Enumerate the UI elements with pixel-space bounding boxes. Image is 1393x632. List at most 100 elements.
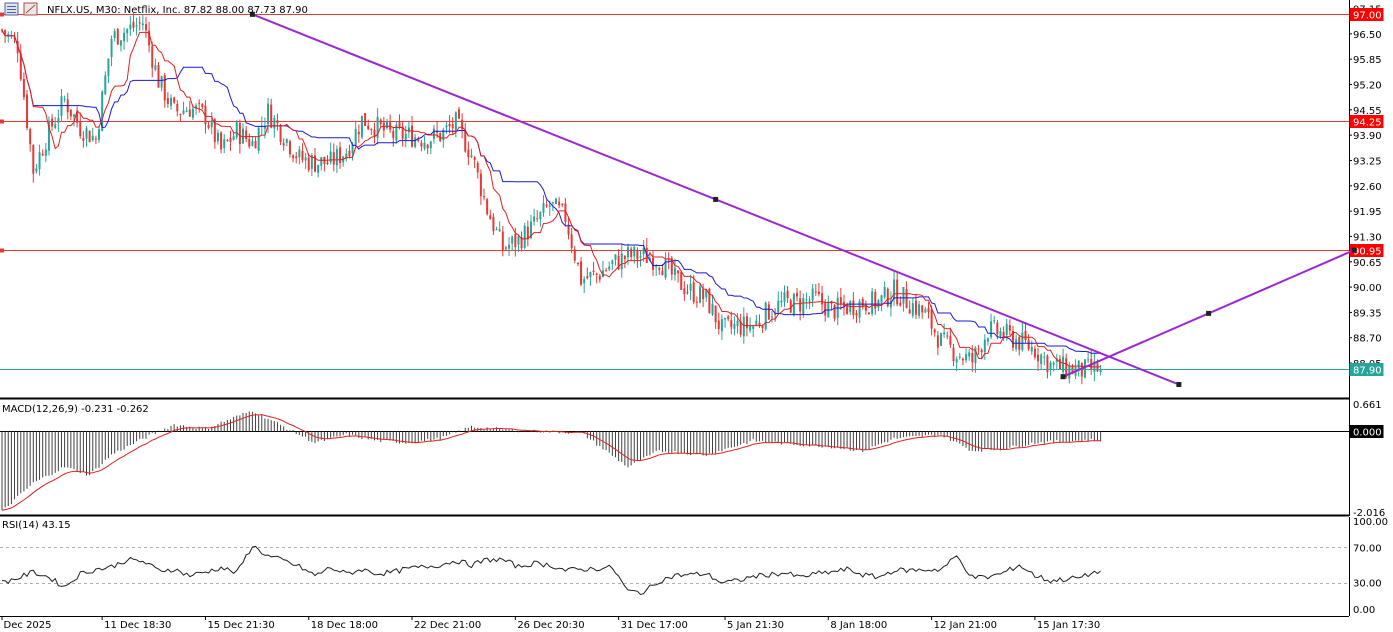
candle-body bbox=[889, 300, 892, 308]
candle-body bbox=[129, 24, 132, 30]
chart-title: NFLX.US, M30: Netflix, Inc. 87.82 88.00 … bbox=[47, 5, 308, 16]
candle-body bbox=[163, 75, 166, 101]
candle-body bbox=[1015, 339, 1018, 349]
candle-body bbox=[82, 138, 85, 141]
candle-body bbox=[611, 260, 614, 265]
macd-tick-label: 0.661 bbox=[1353, 400, 1382, 411]
candle-body bbox=[683, 288, 686, 295]
candle-body bbox=[392, 130, 395, 138]
candle-body bbox=[126, 29, 129, 34]
candle-body bbox=[636, 249, 639, 260]
candle-body bbox=[868, 312, 871, 315]
price-tick-label: 90.00 bbox=[1353, 283, 1382, 294]
candle-body bbox=[564, 203, 567, 222]
time-tick-label: 11 Dec 18:30 bbox=[104, 620, 171, 631]
candle-body bbox=[44, 149, 47, 156]
trendline-handle[interactable] bbox=[1351, 247, 1357, 253]
candle-body bbox=[893, 279, 896, 300]
candle-body bbox=[601, 270, 604, 278]
candle-body bbox=[54, 124, 57, 128]
candle-body bbox=[461, 119, 464, 130]
candle-body bbox=[952, 347, 955, 362]
trendline-handle[interactable] bbox=[713, 196, 719, 202]
candle-body bbox=[839, 297, 842, 305]
macd-value-label: 0.000 bbox=[1353, 428, 1382, 439]
candle-body bbox=[677, 270, 680, 274]
candle-body bbox=[104, 75, 107, 95]
candle-body bbox=[871, 291, 874, 315]
level-anchor[interactable] bbox=[0, 248, 4, 253]
candle-body bbox=[495, 228, 498, 230]
candle-body bbox=[282, 143, 285, 146]
price-tick-label: 94.55 bbox=[1353, 106, 1382, 117]
macd-title: MACD(12,26,9) -0.231 -0.262 bbox=[2, 404, 149, 415]
candle-body bbox=[285, 139, 288, 143]
trendline-handle[interactable] bbox=[1176, 382, 1182, 387]
candle-body bbox=[758, 322, 761, 326]
candle-body bbox=[852, 300, 855, 316]
price-tick-label: 95.85 bbox=[1353, 55, 1382, 66]
candle-body bbox=[511, 236, 514, 244]
candle-body bbox=[833, 305, 836, 319]
level-price-label: 94.25 bbox=[1353, 118, 1382, 129]
candle-body bbox=[686, 291, 689, 293]
candle-body bbox=[689, 283, 692, 291]
price-tick-label: 92.60 bbox=[1353, 182, 1382, 193]
candle-body bbox=[26, 94, 29, 129]
candle-body bbox=[417, 138, 420, 141]
candle-body bbox=[160, 76, 163, 88]
candle-body bbox=[182, 110, 185, 114]
candle-body bbox=[51, 118, 54, 127]
time-tick-label: 8 Dec 2025 bbox=[0, 620, 52, 631]
rsi-pane[interactable]: RSI(14) 43.15 100.00 70.00 30.00 0.00 bbox=[0, 517, 1388, 616]
candle-body bbox=[339, 147, 342, 164]
candle-body bbox=[714, 305, 717, 323]
trendlines[interactable] bbox=[249, 11, 1357, 387]
candle-body bbox=[367, 125, 370, 130]
candle-body bbox=[786, 290, 789, 299]
level-anchor[interactable] bbox=[0, 119, 4, 124]
candle-body bbox=[479, 173, 482, 197]
price-pane[interactable]: 97.1596.5095.8595.2094.5593.9093.2592.60… bbox=[0, 0, 1384, 400]
candle-body bbox=[811, 288, 814, 301]
candle-body bbox=[639, 256, 642, 258]
candle-body bbox=[335, 149, 338, 166]
horizontal-levels[interactable]: 97.00 94.25 90.95 bbox=[0, 8, 1384, 258]
candle-body bbox=[724, 317, 727, 320]
candle-body bbox=[110, 38, 113, 58]
trendline-handle[interactable] bbox=[1206, 310, 1212, 316]
macd-value-tag bbox=[1349, 425, 1384, 438]
level-price-label: 97.00 bbox=[1353, 11, 1382, 22]
candle-body bbox=[673, 267, 676, 275]
rsi-tick-label: 30.00 bbox=[1353, 579, 1382, 590]
level-price-tag bbox=[1349, 244, 1384, 257]
candle-body bbox=[936, 335, 939, 348]
candle-body bbox=[148, 30, 151, 46]
candle-body bbox=[1052, 362, 1055, 365]
macd-pane[interactable]: MACD(12,26,9) -0.231 -0.262 0.661 0.000 -2… bbox=[0, 400, 1385, 519]
candle-body bbox=[423, 142, 426, 149]
level-anchor[interactable] bbox=[0, 12, 4, 17]
level-price-tag bbox=[1349, 115, 1384, 128]
candle-body bbox=[817, 291, 820, 295]
candle-body bbox=[911, 303, 914, 316]
candle-body bbox=[448, 123, 451, 127]
trendline-handle[interactable] bbox=[1060, 374, 1066, 380]
candle-body bbox=[523, 225, 526, 248]
trendline-handle[interactable] bbox=[249, 11, 255, 17]
time-tick-label: 15 Dec 21:30 bbox=[207, 620, 274, 631]
candle-body bbox=[116, 28, 119, 45]
candle-body bbox=[652, 257, 655, 270]
candle-body bbox=[242, 128, 245, 144]
candle-body bbox=[805, 299, 808, 301]
candle-body bbox=[533, 216, 536, 222]
candle-body bbox=[661, 270, 664, 276]
candle-body bbox=[329, 151, 332, 163]
candle-body bbox=[1002, 331, 1005, 338]
candle-body bbox=[642, 247, 645, 255]
candle-body bbox=[968, 352, 971, 357]
candle-body bbox=[470, 155, 473, 158]
candle-body bbox=[770, 316, 773, 318]
candle-body bbox=[1021, 332, 1024, 351]
